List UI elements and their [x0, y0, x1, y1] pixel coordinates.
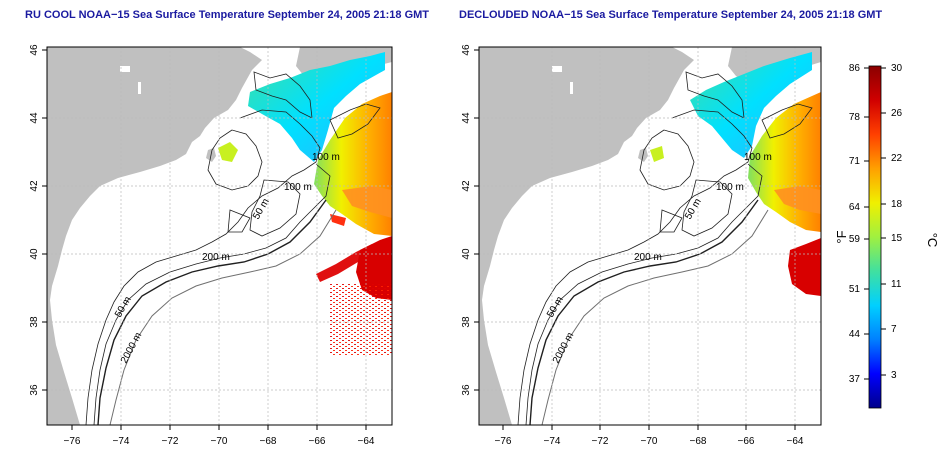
cb-c-tick: 7	[891, 324, 897, 335]
cb-f-tick: 37	[849, 374, 861, 385]
y-tick-label: 38	[29, 316, 40, 328]
right-y-axis: 36 38 40 42 44 46	[461, 44, 472, 396]
x-tick-label: −74	[113, 436, 130, 447]
cb-c-tick: 30	[891, 63, 903, 74]
right-contour-label: 50 m	[683, 197, 704, 222]
cb-f-tick: 64	[849, 202, 861, 213]
left-x-axis: −76 −74 −72 −70 −68 −66 −64	[64, 436, 375, 447]
left-contour-labels: 100 m 100 m 50 m 200 m 50 m 2000 m	[113, 152, 340, 365]
left-contour-label: 50 m	[251, 197, 272, 222]
y-tick-label: 42	[29, 180, 40, 192]
cb-c-tick: 15	[891, 233, 903, 244]
x-tick-label: −76	[64, 436, 81, 447]
colorbar-f-ticks: 86 78 71 64 59 51 44 37	[849, 63, 861, 385]
x-tick-label: −64	[787, 436, 804, 447]
colorbar-ticks	[864, 67, 886, 380]
left-contour-label: 50 m	[113, 295, 134, 320]
colorbar-c-ticks: 30 26 22 18 15 11 7 3	[891, 63, 903, 381]
cb-c-tick: 11	[891, 279, 902, 290]
left-contour-label: 100 m	[284, 182, 312, 193]
x-tick-label: −72	[162, 436, 179, 447]
x-tick-label: −68	[260, 436, 277, 447]
y-tick-label: 46	[461, 44, 472, 56]
left-contour-label: 100 m	[312, 152, 340, 163]
y-tick-label: 46	[29, 44, 40, 56]
x-tick-label: −76	[495, 436, 512, 447]
cb-c-tick: 26	[891, 108, 903, 119]
cb-f-tick: 71	[849, 156, 861, 167]
right-contour-label: 50 m	[545, 295, 566, 320]
right-contour-labels: 100 m 100 m 50 m 200 m 50 m 2000 m	[545, 152, 772, 365]
y-tick-label: 40	[29, 248, 40, 260]
x-tick-label: −70	[211, 436, 228, 447]
cb-f-tick: 44	[849, 329, 861, 340]
x-tick-label: −68	[690, 436, 707, 447]
cb-c-tick: 3	[891, 370, 897, 381]
x-tick-label: −70	[641, 436, 658, 447]
colorbar-f-label: °F	[834, 230, 849, 243]
left-contour-label: 2000 m	[119, 331, 144, 366]
left-y-axis: 36 38 40 42 44 46	[29, 44, 40, 396]
left-panel-title: RU COOL NOAA−15 Sea Surface Temperature …	[25, 9, 430, 21]
right-contour-label: 100 m	[744, 152, 772, 163]
y-tick-label: 42	[461, 180, 472, 192]
colorbar-c-label: °C	[925, 233, 940, 248]
left-x-ticks	[42, 49, 367, 430]
cb-f-tick: 59	[849, 234, 861, 245]
y-tick-label: 40	[461, 248, 472, 260]
cb-c-tick: 22	[891, 153, 903, 164]
cb-c-tick: 18	[891, 199, 903, 210]
right-contour-label: 200 m	[634, 252, 662, 263]
x-tick-label: −74	[544, 436, 561, 447]
y-tick-label: 44	[461, 112, 472, 124]
y-tick-label: 44	[29, 112, 40, 124]
y-tick-label: 36	[461, 384, 472, 396]
x-tick-label: −72	[592, 436, 609, 447]
y-tick-label: 38	[461, 316, 472, 328]
left-contour-label: 200 m	[202, 252, 230, 263]
right-x-axis: −76 −74 −72 −70 −68 −66 −64	[495, 436, 804, 447]
right-contour-label: 2000 m	[551, 331, 576, 366]
x-tick-label: −66	[738, 436, 755, 447]
y-tick-label: 36	[29, 384, 40, 396]
cb-f-tick: 86	[849, 63, 861, 74]
cb-f-tick: 78	[849, 112, 861, 123]
x-tick-label: −64	[358, 436, 375, 447]
right-x-ticks	[474, 49, 796, 430]
right-panel-title: DECLOUDED NOAA−15 Sea Surface Temperatur…	[459, 9, 883, 21]
cb-f-tick: 51	[849, 284, 861, 295]
right-contour-label: 100 m	[716, 182, 744, 193]
x-tick-label: −66	[309, 436, 326, 447]
